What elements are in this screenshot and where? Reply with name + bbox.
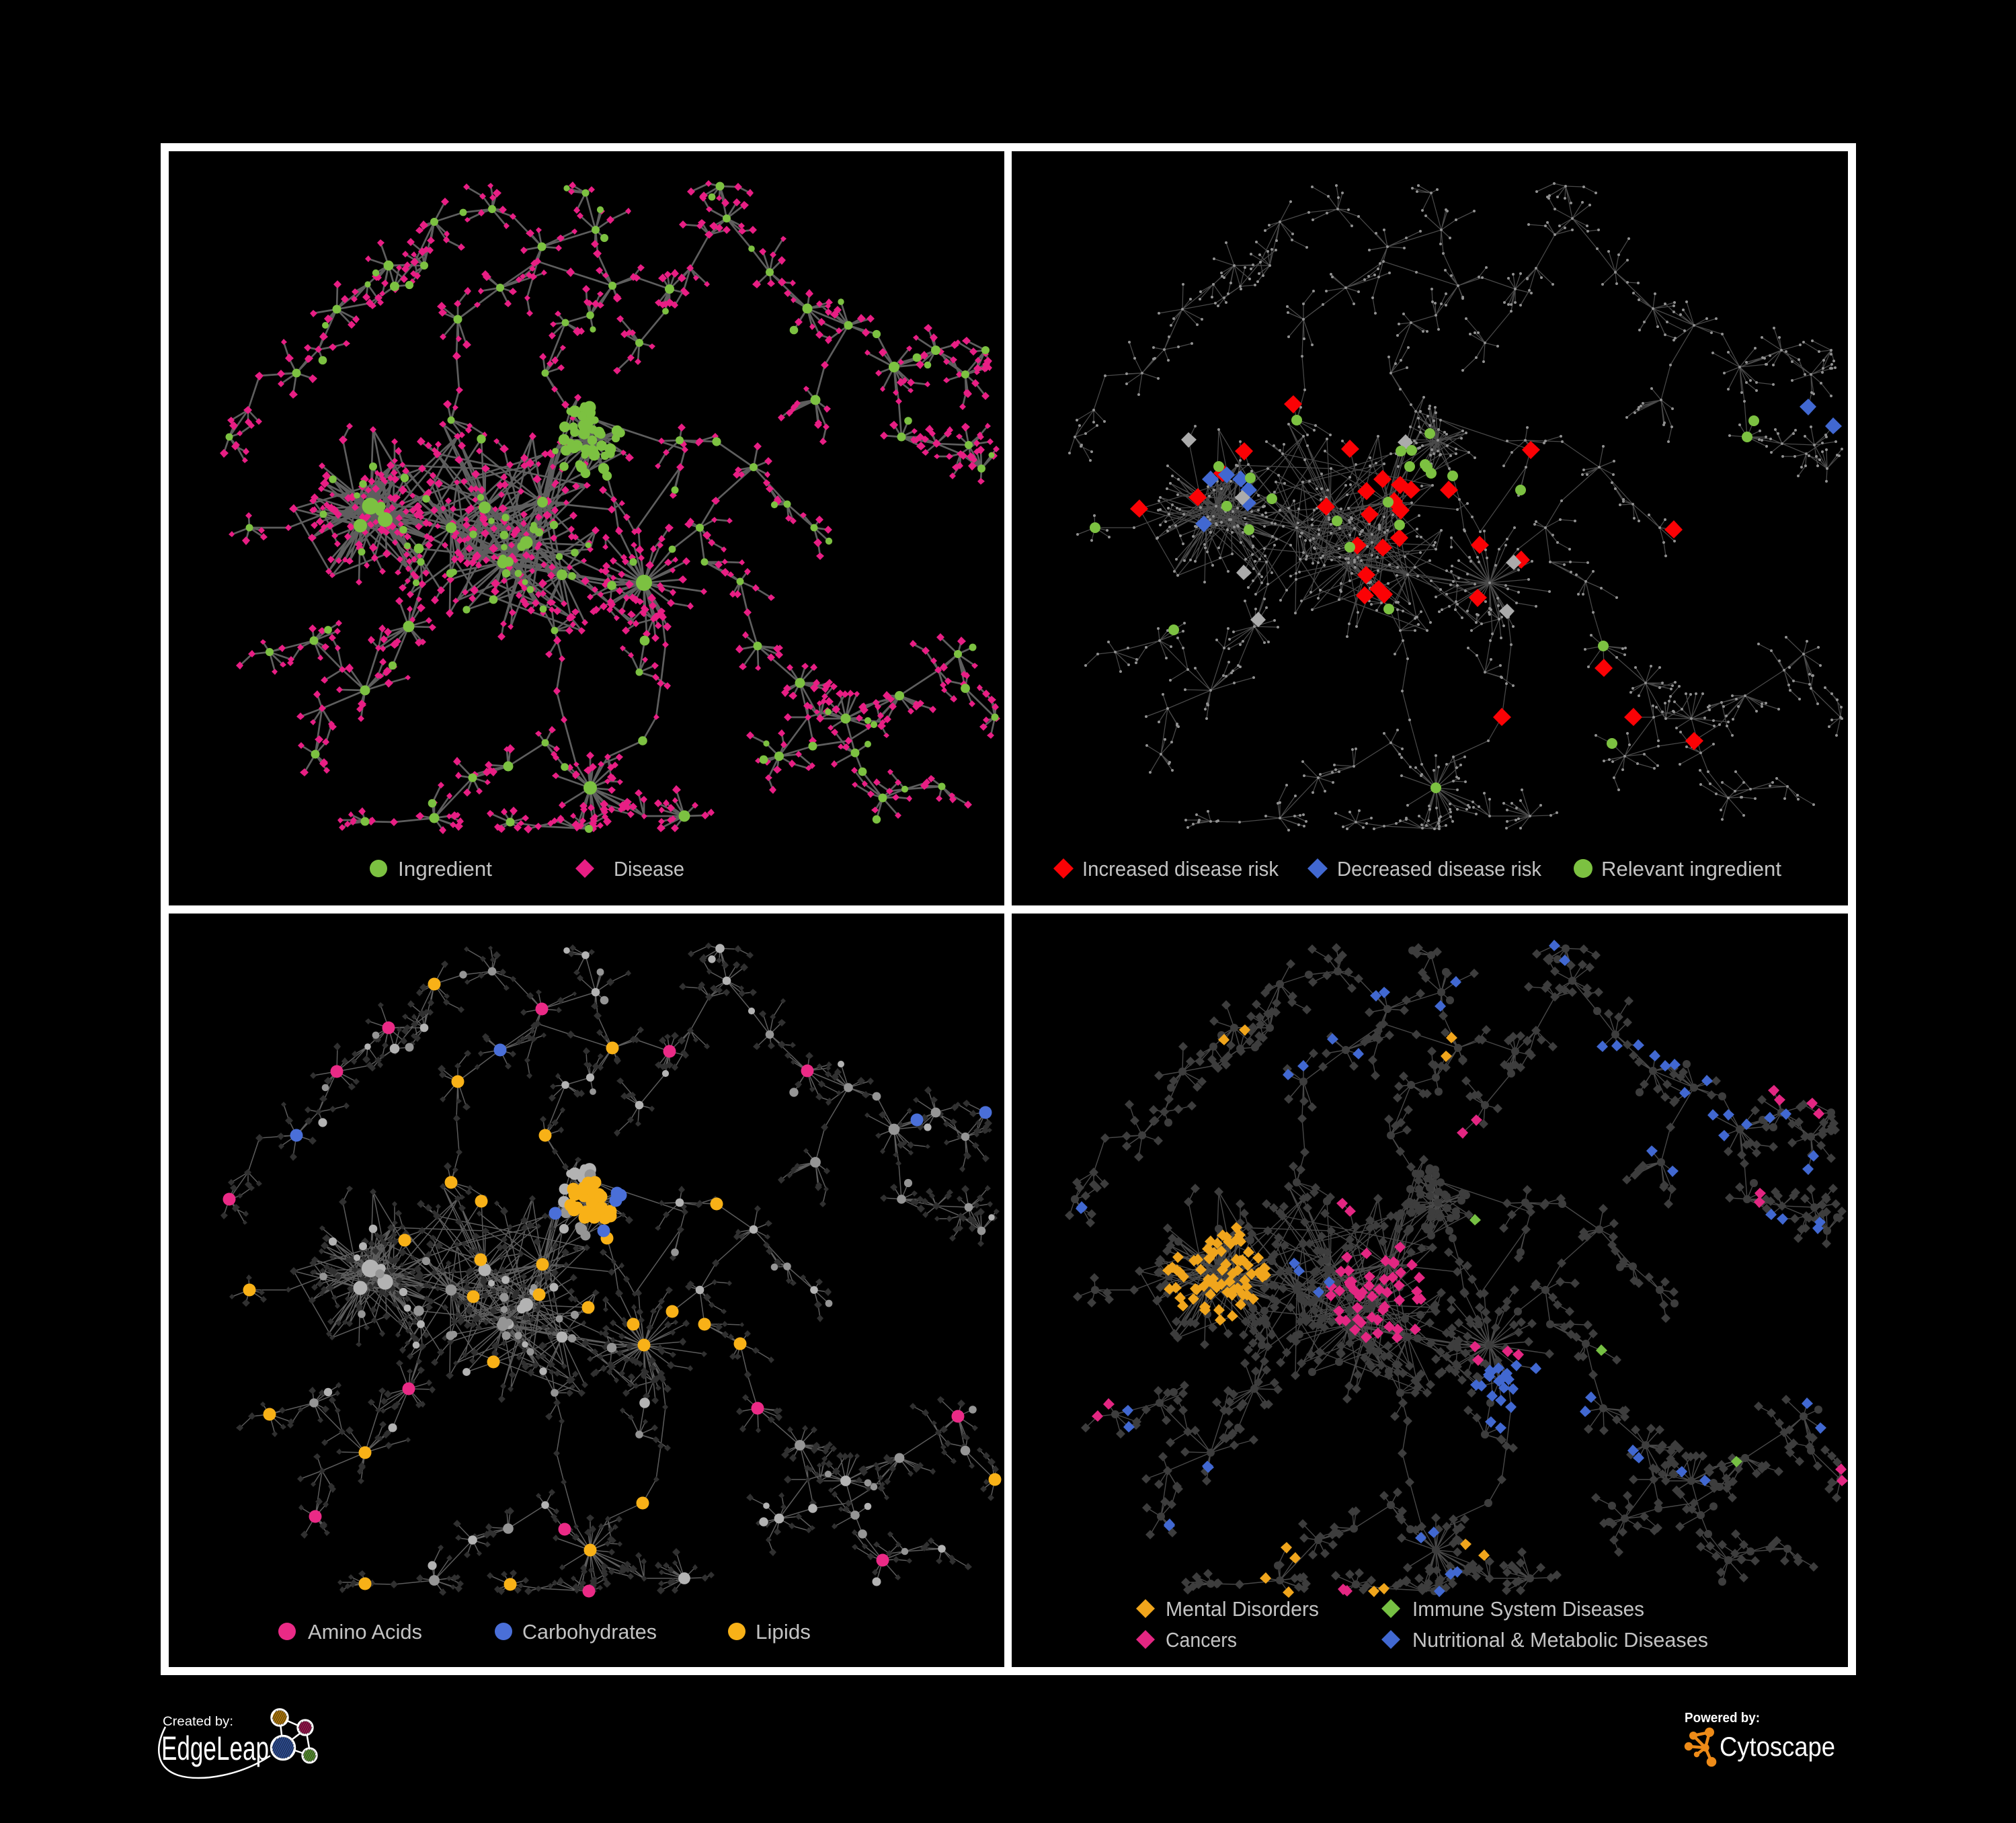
svg-text:Nutritional & Metabolic Diseas: Nutritional & Metabolic Diseases [1412, 1628, 1708, 1652]
svg-text:Amino Acids: Amino Acids [308, 1620, 422, 1644]
svg-text:Cancers: Cancers [1166, 1628, 1237, 1652]
svg-text:Ingredient: Ingredient [398, 857, 492, 881]
svg-text:Powered by:: Powered by: [1685, 1711, 1760, 1726]
svg-text:Carbohydrates: Carbohydrates [522, 1620, 657, 1644]
svg-text:Relevant ingredient: Relevant ingredient [1601, 857, 1781, 881]
svg-text:Cytoscape: Cytoscape [1720, 1732, 1835, 1762]
svg-text:EdgeLeap: EdgeLeap [161, 1730, 269, 1767]
svg-text:Increased disease risk: Increased disease risk [1082, 857, 1279, 881]
svg-text:Immune System Diseases: Immune System Diseases [1412, 1597, 1644, 1621]
svg-text:Disease: Disease [614, 857, 684, 881]
svg-text:Lipids: Lipids [756, 1620, 811, 1644]
svg-text:Created by:: Created by: [163, 1715, 233, 1729]
svg-text:Mental Disorders: Mental Disorders [1166, 1597, 1319, 1621]
svg-text:Decreased disease risk: Decreased disease risk [1337, 857, 1541, 881]
